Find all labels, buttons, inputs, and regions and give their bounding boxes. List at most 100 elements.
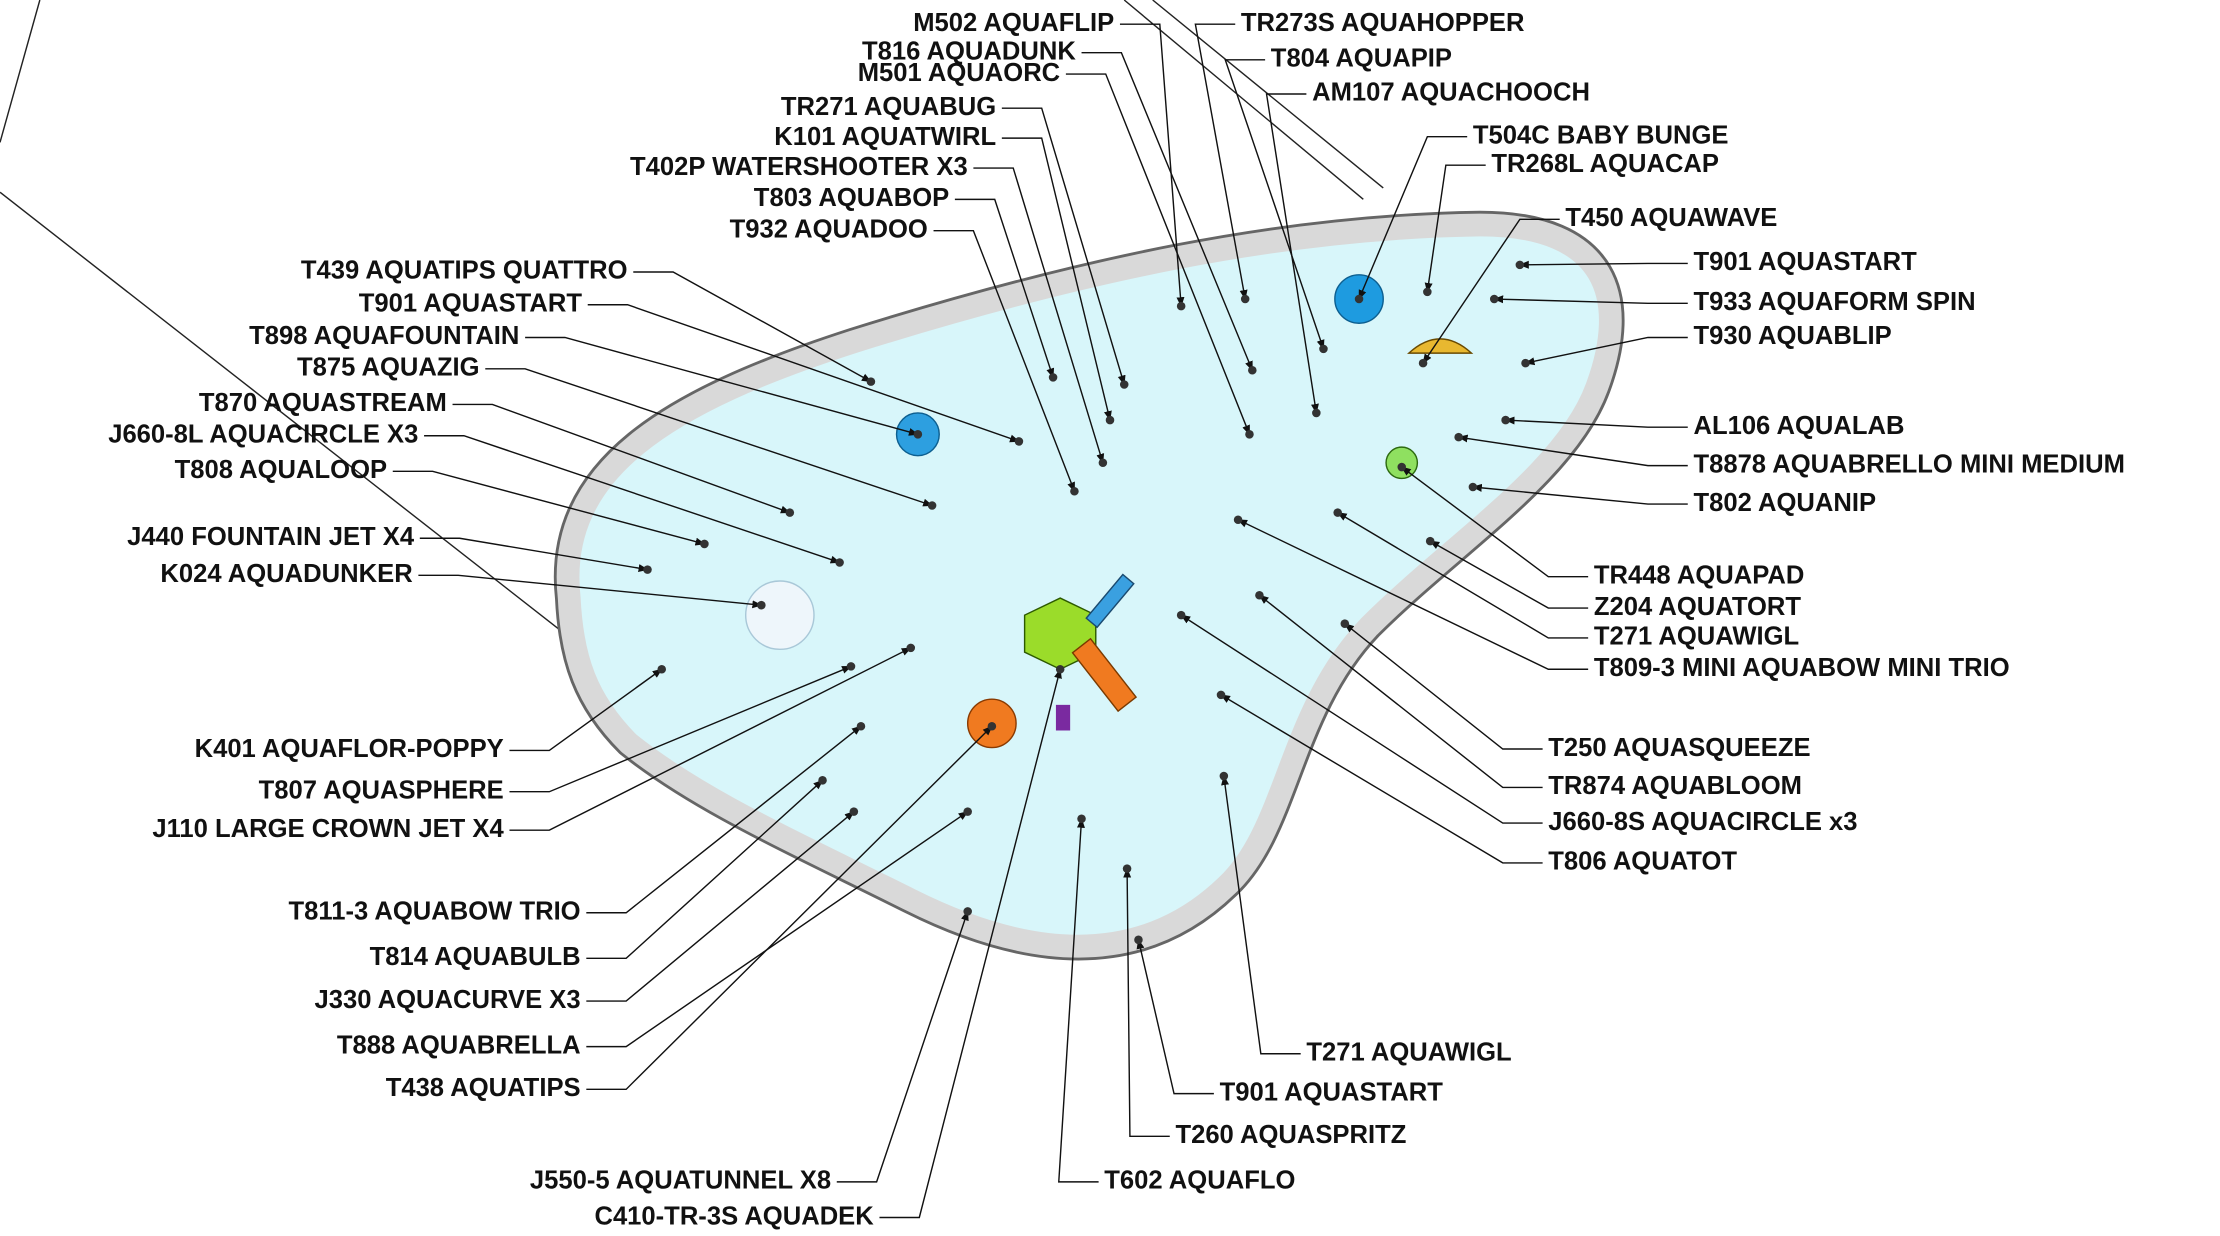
feature-marker <box>907 644 916 653</box>
feature-label: AM107 AQUACHOOCH <box>1312 79 1590 107</box>
feature-label: AL106 AQUALAB <box>1693 412 1904 440</box>
feature-label: TR271 AQUABUG <box>781 93 996 121</box>
feature-marker <box>1220 772 1229 781</box>
feature-label: TR448 AQUAPAD <box>1594 561 1805 589</box>
feature-marker <box>850 807 859 816</box>
feature-label: TR268L AQUACAP <box>1491 150 1719 178</box>
feature-marker <box>757 601 766 610</box>
feature-marker <box>963 907 972 916</box>
feature-label: T933 AQUAFORM SPIN <box>1693 288 1975 316</box>
feature-marker <box>1469 483 1478 492</box>
feature-label: J110 LARGE CROWN JET X4 <box>152 815 504 843</box>
feature-marker <box>1355 295 1364 304</box>
feature-marker <box>988 722 997 731</box>
feature-marker <box>1501 416 1510 425</box>
feature-label: J440 FOUNTAIN JET X4 <box>127 523 415 551</box>
feature-marker <box>1134 936 1143 945</box>
feature-label: T901 AQUASTART <box>1693 248 1917 276</box>
feature-label: T402P WATERSHOOTER X3 <box>630 153 968 181</box>
feature-marker <box>1056 665 1065 674</box>
feature-label: TR273S AQUAHOPPER <box>1241 9 1525 37</box>
feature-label: T602 AQUAFLO <box>1104 1167 1295 1195</box>
feature-marker <box>835 558 844 567</box>
feature-label: C410-TR-3S AQUADEK <box>594 1202 874 1230</box>
feature-label: T802 AQUANIP <box>1693 489 1876 517</box>
site-plan: M502 AQUAFLIPT816 AQUADUNKM501 AQUAORCTR… <box>0 0 2220 1236</box>
feature-marker <box>847 662 856 671</box>
feature-marker <box>1049 373 1058 382</box>
feature-label: T809-3 MINI AQUABOW MINI TRIO <box>1594 654 2010 682</box>
feature-marker <box>1333 508 1342 517</box>
feature-marker <box>1077 815 1086 824</box>
feature-label: K024 AQUADUNKER <box>160 560 412 588</box>
feature-label: T898 AQUAFOUNTAIN <box>249 322 519 350</box>
feature-label: T930 AQUABLIP <box>1693 322 1891 350</box>
feature-marker <box>928 501 937 510</box>
feature-marker <box>1234 515 1243 524</box>
feature-marker <box>1217 691 1226 700</box>
feature-marker <box>1248 366 1257 375</box>
feature-marker <box>1245 430 1254 439</box>
feature-label: T8878 AQUABRELLO MINI MEDIUM <box>1693 450 2124 478</box>
feature-label: T901 AQUASTART <box>359 289 583 317</box>
feature-marker <box>1120 380 1129 389</box>
feature-label: J330 AQUACURVE X3 <box>315 986 581 1014</box>
feature-label: T450 AQUAWAVE <box>1565 204 1777 232</box>
feature-label: T804 AQUAPIP <box>1271 45 1452 73</box>
feature-label: M502 AQUAFLIP <box>913 9 1114 37</box>
feature-marker <box>700 540 709 549</box>
leader-line <box>1138 940 1213 1094</box>
feature-marker <box>963 807 972 816</box>
feature-label: T271 AQUAWIGL <box>1306 1038 1511 1066</box>
feature-marker <box>914 430 923 439</box>
feature-marker <box>867 377 876 386</box>
feature-marker <box>857 722 866 731</box>
feature-label: T260 AQUASPRITZ <box>1175 1121 1406 1149</box>
leader-line <box>837 911 968 1182</box>
feature-label: T875 AQUAZIG <box>297 354 480 382</box>
feature-marker <box>643 565 652 574</box>
feature-marker <box>1426 537 1435 546</box>
feature-label: T250 AQUASQUEEZE <box>1548 734 1810 762</box>
feature-marker <box>818 776 827 785</box>
feature-marker <box>1123 864 1132 873</box>
feature-marker <box>1241 295 1250 304</box>
feature-label: M501 AQUAORC <box>858 59 1060 87</box>
feature-label: T438 AQUATIPS <box>386 1074 581 1102</box>
feature-marker <box>1099 459 1108 468</box>
feature-marker <box>1319 345 1328 354</box>
feature-marker <box>1177 302 1186 311</box>
feature-label: Z204 AQUATORT <box>1594 593 1802 621</box>
feature-marker <box>1516 261 1525 270</box>
feature-label: T439 AQUATIPS QUATTRO <box>301 257 628 285</box>
feature-marker <box>1341 619 1350 628</box>
feature-label: T870 AQUASTREAM <box>199 389 447 417</box>
feature-marker <box>1070 487 1079 496</box>
feature-label: T901 AQUASTART <box>1220 1078 1444 1106</box>
feature-marker <box>1490 295 1499 304</box>
feature-label: T888 AQUABRELLA <box>337 1031 581 1059</box>
feature-marker <box>1521 359 1530 368</box>
feature-label: T811-3 AQUABOW TRIO <box>289 898 581 926</box>
feature-label: J660-8S AQUACIRCLE x3 <box>1548 808 1857 836</box>
feature-marker <box>1423 288 1432 297</box>
feature-marker <box>1015 437 1024 446</box>
feature-marker <box>1312 409 1321 418</box>
feature-label: K401 AQUAFLOR-POPPY <box>195 735 504 763</box>
feature-marker <box>1255 591 1264 600</box>
feature-label: T932 AQUADOO <box>730 215 928 243</box>
feature-marker <box>1397 463 1406 472</box>
feature-label: T803 AQUABOP <box>754 184 949 212</box>
feature-marker <box>657 665 666 674</box>
feature-marker <box>786 508 795 517</box>
feature-label: TR874 AQUABLOOM <box>1548 772 1802 800</box>
feature-label: T807 AQUASPHERE <box>259 776 504 804</box>
feature-marker <box>1419 359 1428 368</box>
feature-label: T814 AQUABULB <box>370 943 581 971</box>
feature-label: T806 AQUATOT <box>1548 848 1737 876</box>
feature-label: T504C BABY BUNGE <box>1473 121 1729 149</box>
feature-label: K101 AQUATWIRL <box>774 123 996 151</box>
feature-label: J550-5 AQUATUNNEL X8 <box>530 1167 831 1195</box>
feature-label: J660-8L AQUACIRCLE X3 <box>108 420 418 448</box>
feature-label: T808 AQUALOOP <box>175 456 387 484</box>
